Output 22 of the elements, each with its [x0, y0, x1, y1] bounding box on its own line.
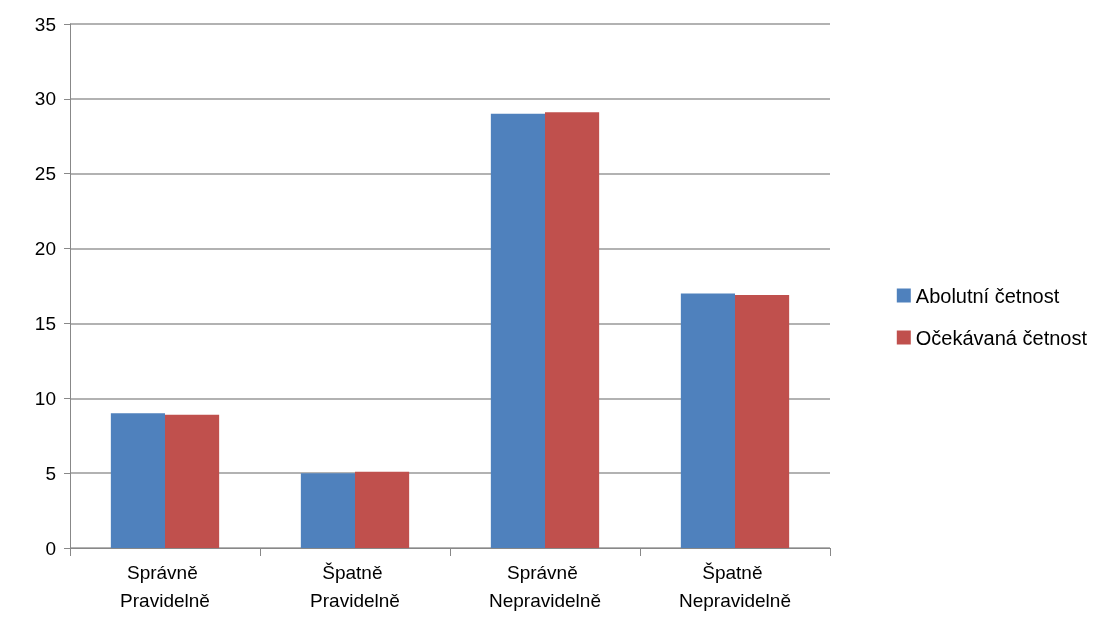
x-tick-label: Špatně Nepravidelně — [679, 561, 791, 611]
bar — [110, 413, 165, 548]
bar — [490, 113, 545, 548]
y-tick-label: 15 — [34, 312, 56, 334]
bar — [165, 414, 220, 548]
bar — [680, 293, 735, 548]
bar — [355, 471, 410, 548]
y-tick-label: 10 — [34, 387, 56, 409]
x-tick-label: Špatně Pravidelně — [310, 561, 400, 611]
x-tick-label: Správně Pravidelně — [120, 561, 210, 611]
legend-label: Očekávaná četnost — [915, 326, 1088, 349]
y-tick-label: 25 — [34, 163, 56, 185]
bar — [735, 294, 790, 548]
x-tick-label: Správně Nepravidelně — [489, 561, 601, 611]
y-tick-label: 30 — [34, 88, 56, 110]
bar — [545, 112, 600, 548]
bar — [300, 473, 355, 548]
y-tick-label: 5 — [45, 462, 56, 484]
y-tick-label: 35 — [34, 13, 56, 35]
y-tick-label: 20 — [34, 238, 56, 260]
y-tick-label: 0 — [45, 537, 56, 559]
legend-label: Abolutní četnost — [915, 284, 1060, 307]
